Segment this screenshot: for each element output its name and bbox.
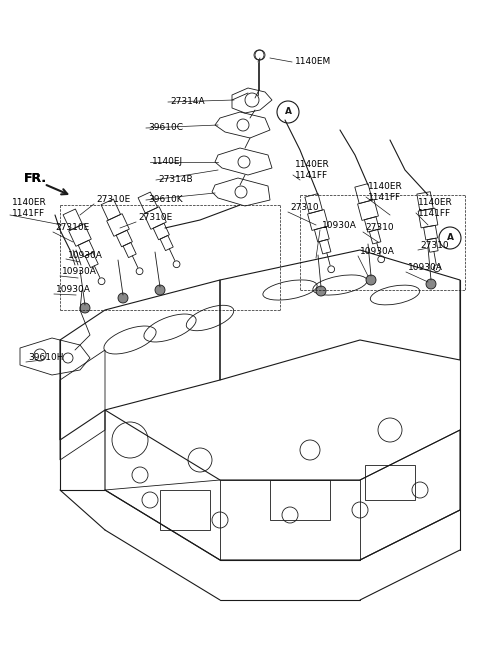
Text: 1140EJ: 1140EJ — [152, 158, 183, 166]
Circle shape — [426, 279, 436, 289]
Text: A: A — [446, 233, 454, 242]
Text: 27314B: 27314B — [158, 175, 192, 185]
Circle shape — [80, 303, 90, 313]
Circle shape — [155, 285, 165, 295]
Text: 39610K: 39610K — [148, 196, 182, 204]
Text: 1140ER
1141FF: 1140ER 1141FF — [418, 198, 453, 217]
Text: 10930A: 10930A — [360, 248, 395, 256]
Text: 10930A: 10930A — [68, 250, 103, 260]
Text: 10930A: 10930A — [56, 286, 91, 294]
Text: FR.: FR. — [24, 171, 47, 185]
Text: 27310E: 27310E — [55, 223, 89, 233]
Text: 1140ER
1141FF: 1140ER 1141FF — [295, 160, 330, 180]
Text: 10930A: 10930A — [408, 263, 443, 273]
Circle shape — [316, 286, 326, 296]
Text: 27310: 27310 — [290, 204, 319, 212]
Text: 1140EM: 1140EM — [295, 58, 331, 66]
Text: A: A — [285, 108, 291, 116]
Text: 27314A: 27314A — [170, 97, 204, 106]
Text: 1140ER
1141FF: 1140ER 1141FF — [368, 182, 403, 202]
Text: 27310: 27310 — [365, 223, 394, 233]
Text: 39610H: 39610H — [28, 353, 63, 363]
Text: 27310: 27310 — [420, 242, 449, 250]
Text: FR.: FR. — [24, 171, 47, 185]
Text: 10930A: 10930A — [322, 221, 357, 231]
Circle shape — [366, 275, 376, 285]
Text: 27310E: 27310E — [96, 196, 130, 204]
Text: 10930A: 10930A — [62, 267, 97, 277]
Text: 39610C: 39610C — [148, 124, 183, 133]
Circle shape — [118, 293, 128, 303]
Text: 1140ER
1141FF: 1140ER 1141FF — [12, 198, 47, 217]
Text: 27310E: 27310E — [138, 214, 172, 223]
